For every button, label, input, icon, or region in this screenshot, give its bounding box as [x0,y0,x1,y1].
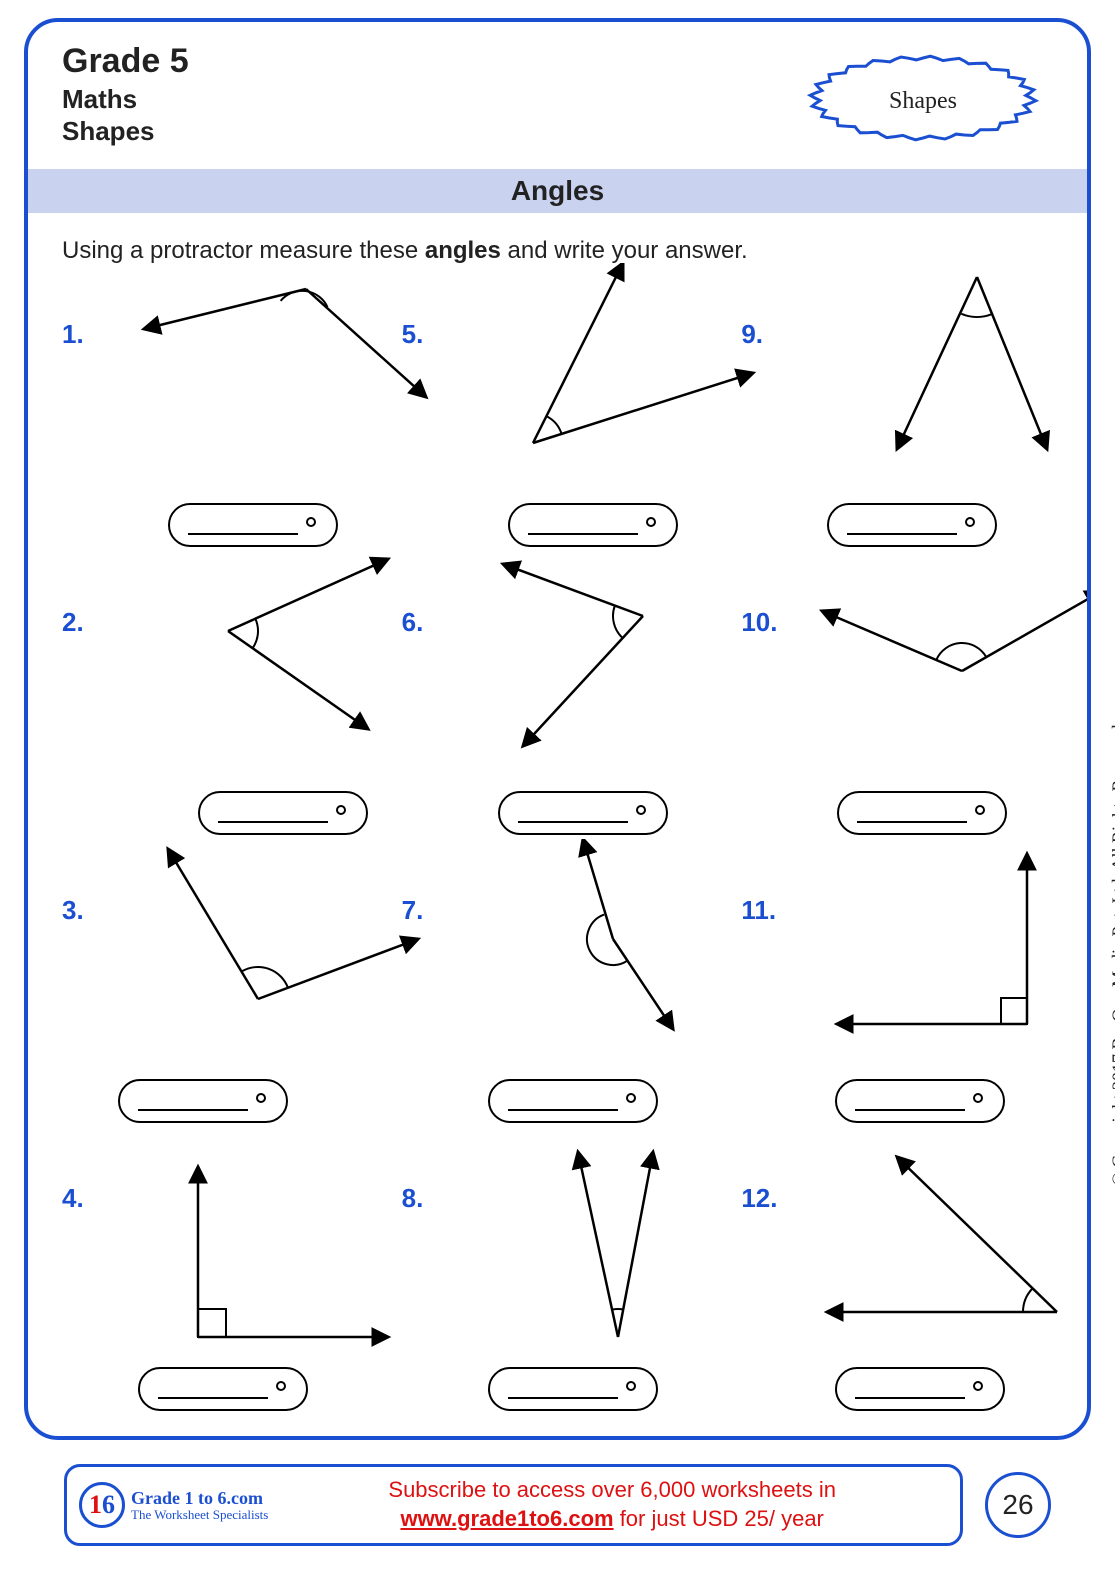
question-cell: 2. [48,561,388,849]
footer-msg-post: for just USD 25/ year [614,1506,824,1531]
question-cell: 9. [727,273,1067,561]
copyright-text: © Copyright 2017 BeeOne Media Pvt. Ltd. … [1109,720,1115,1186]
question-cell: 8. [388,1137,728,1425]
question-cell: 11. [727,849,1067,1137]
question-number: 3. [62,895,84,926]
angle-diagram [787,259,1091,469]
question-cell: 4. [48,1137,388,1425]
logo-line2: The Worksheet Specialists [131,1508,268,1522]
worksheet-frame: Grade 5 Maths Shapes Shapes Angles Using… [24,18,1091,1440]
answer-field[interactable] [488,1367,658,1411]
page-number: 26 [985,1472,1051,1538]
header: Grade 5 Maths Shapes Shapes [28,22,1087,169]
title-bar: Angles [28,169,1087,213]
footer: 16 Grade 1 to 6.com The Worksheet Specia… [64,1462,1051,1548]
questions-grid: 1. 5. 9. 2. 6. 10. 3. 7. 11. 4. 8. 12. [28,273,1087,1425]
answer-field[interactable] [118,1079,288,1123]
footer-box: 16 Grade 1 to 6.com The Worksheet Specia… [64,1464,963,1546]
header-left: Grade 5 Maths Shapes [62,40,189,148]
shapes-badge: Shapes [793,46,1053,161]
answer-field[interactable] [138,1367,308,1411]
question-number: 1. [62,319,84,350]
logo-line1: Grade 1 to 6.com [131,1489,268,1508]
answer-field[interactable] [508,503,678,547]
angle-diagram [782,541,1091,751]
question-cell: 5. [388,273,728,561]
angle-diagram [96,267,436,477]
answer-field[interactable] [498,791,668,835]
question-number: 7. [402,895,424,926]
question-number: 5. [402,319,424,350]
logo: 16 Grade 1 to 6.com The Worksheet Specia… [79,1482,268,1528]
badge-text: Shapes [889,88,957,114]
answer-field[interactable] [488,1079,658,1123]
question-number: 6. [402,607,424,638]
answer-field[interactable] [837,791,1007,835]
question-number: 12. [741,1183,777,1214]
question-cell: 6. [388,561,728,849]
angle-diagram [777,1127,1091,1337]
question-cell: 10. [727,561,1067,849]
subject-label: Maths [62,83,189,116]
topic-label: Shapes [62,115,189,148]
question-number: 4. [62,1183,84,1214]
question-cell: 7. [388,849,728,1137]
footer-message: Subscribe to access over 6,000 worksheet… [282,1476,942,1533]
angle-diagram [777,839,1091,1049]
instruction-post: and write your answer. [501,237,748,264]
footer-link[interactable]: www.grade1to6.com [400,1506,613,1531]
logo-icon: 16 [79,1482,125,1528]
question-number: 9. [741,319,763,350]
instruction-bold: angles [425,237,501,264]
footer-msg-pre: Subscribe to access over 6,000 worksheet… [388,1477,836,1502]
question-number: 10. [741,607,777,638]
question-cell: 3. [48,849,388,1137]
question-number: 8. [402,1183,424,1214]
answer-field[interactable] [835,1079,1005,1123]
answer-field[interactable] [835,1367,1005,1411]
question-number: 2. [62,607,84,638]
grade-label: Grade 5 [62,40,189,83]
question-number: 11. [741,895,776,926]
question-cell: 12. [727,1137,1067,1425]
question-cell: 1. [48,273,388,561]
instruction-pre: Using a protractor measure these [62,237,425,264]
